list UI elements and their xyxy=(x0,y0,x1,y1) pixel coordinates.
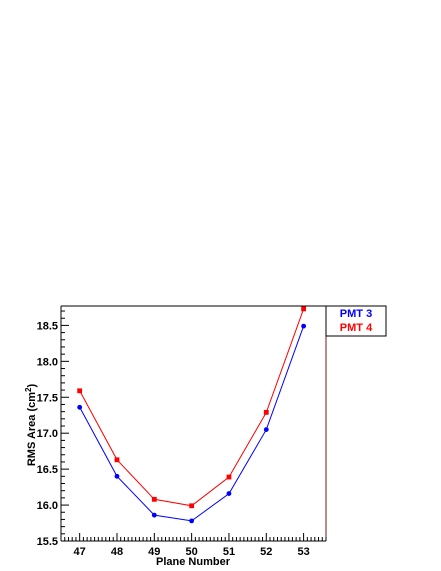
x-tick-label: 49 xyxy=(148,546,160,558)
data-point xyxy=(226,474,232,480)
x-tick-label: 53 xyxy=(297,546,309,558)
data-point xyxy=(151,512,157,518)
y-axis-title: RMS Area (cm2) xyxy=(24,384,38,467)
y-tick-label: 16.5 xyxy=(37,464,58,476)
y-axis-title-close: ) xyxy=(26,384,38,388)
series-line-0 xyxy=(79,325,305,522)
y-tick-label: 18.0 xyxy=(37,356,58,368)
data-point xyxy=(226,491,232,496)
data-point xyxy=(263,427,269,433)
x-axis: 47 48 49 50 51 52 53 xyxy=(60,533,327,558)
legend-entry-pmt3: PMT 3 xyxy=(340,308,372,320)
legend: PMT 3 PMT 4 xyxy=(325,305,387,337)
data-point xyxy=(301,306,307,312)
x-axis-title: Plane Number xyxy=(156,556,231,568)
x-tick-label: 52 xyxy=(260,546,272,558)
data-point xyxy=(77,404,83,410)
y-axis-title-sup: 2 xyxy=(24,387,33,392)
series-line-1 xyxy=(79,308,305,507)
y-tick-label: 15.5 xyxy=(37,536,58,548)
y-tick-label: 17.5 xyxy=(37,392,58,404)
y-tick-label: 18.5 xyxy=(37,320,58,332)
x-tick-label: 47 xyxy=(74,546,86,558)
data-point xyxy=(114,457,120,463)
x-tick-label: 48 xyxy=(111,546,123,558)
y-axis: 15.5 16.0 16.5 17.0 17.5 18.0 18.5 xyxy=(37,310,69,548)
data-point xyxy=(114,473,120,479)
data-point xyxy=(77,388,83,394)
legend-entry-pmt4: PMT 4 xyxy=(340,322,373,334)
data-point xyxy=(189,503,195,509)
series xyxy=(77,306,307,524)
x-tick-label: 51 xyxy=(223,546,235,558)
y-tick-label: 17.0 xyxy=(37,428,58,440)
legend-box xyxy=(325,305,387,337)
y-tick-label: 16.0 xyxy=(37,500,58,512)
data-point xyxy=(301,323,307,329)
data-point xyxy=(151,496,157,502)
x-tick-label: 50 xyxy=(186,546,198,558)
data-point xyxy=(263,409,269,415)
y-axis-title-main: RMS Area (cm xyxy=(26,392,38,466)
data-point xyxy=(189,518,195,524)
